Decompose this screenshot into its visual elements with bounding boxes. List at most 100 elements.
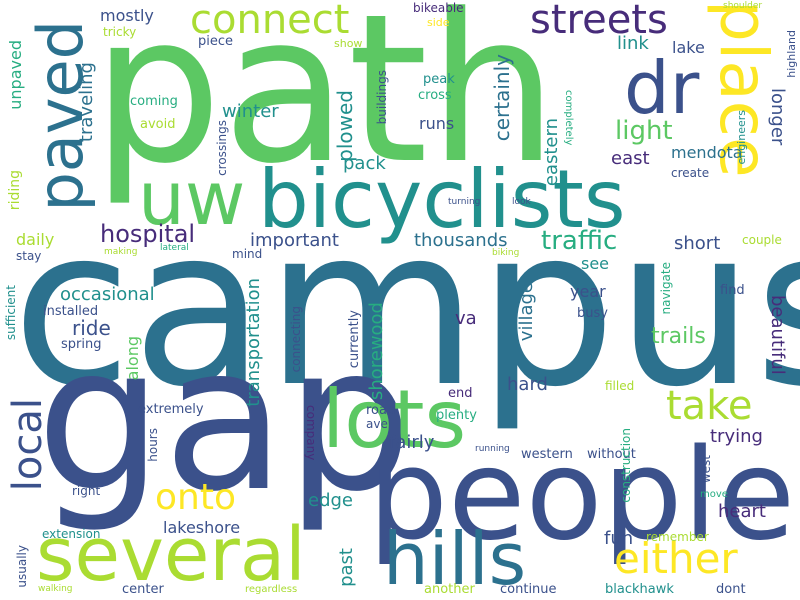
- word-runs: runs: [419, 114, 455, 133]
- word-transportation: transportation: [243, 278, 264, 407]
- word-light: light: [615, 116, 673, 146]
- word-edge: edge: [308, 490, 353, 511]
- word-hard: hard: [507, 374, 548, 395]
- word-western: western: [521, 447, 573, 462]
- word-continue: continue: [500, 582, 557, 597]
- word-east: east: [611, 148, 650, 169]
- word-unpaved: unpaved: [6, 40, 25, 110]
- word-running: running: [475, 444, 510, 454]
- word-dont: dont: [716, 582, 746, 597]
- word-engineers: engineers: [735, 110, 748, 165]
- word-campus: campus: [12, 182, 800, 435]
- word-bicyclists: bicyclists: [258, 153, 626, 246]
- word-blackhawk: blackhawk: [605, 582, 674, 597]
- word-mind: mind: [232, 247, 263, 261]
- word-buildings: buildings: [375, 70, 389, 125]
- word-year: year: [570, 282, 606, 301]
- word-traffic: traffic: [541, 226, 618, 256]
- word-remember: remember: [646, 530, 709, 544]
- word-connect: connect: [190, 0, 350, 43]
- word-plenty: plenty: [436, 408, 477, 423]
- word-biking: biking: [492, 248, 520, 258]
- word-path: path: [92, 0, 559, 209]
- word-navigate: navigate: [659, 262, 673, 315]
- word-past: past: [336, 548, 357, 587]
- word-regardless: regardless: [245, 584, 298, 595]
- word-ave: ave: [366, 417, 388, 431]
- word-coming: coming: [130, 94, 178, 109]
- word-create: create: [671, 166, 710, 180]
- word-currently: currently: [347, 310, 362, 369]
- word-hospital: hospital: [100, 220, 196, 248]
- word-side: side: [427, 16, 450, 29]
- word-show: show: [334, 37, 363, 50]
- word-piece: piece: [198, 34, 234, 49]
- word-tricky: tricky: [103, 25, 137, 39]
- word-find: find: [720, 283, 745, 298]
- word-bikeable: bikeable: [413, 1, 464, 15]
- word-heart: heart: [718, 501, 766, 522]
- word-without: without: [587, 447, 636, 462]
- word-company: company: [304, 405, 318, 461]
- word-people: people: [368, 421, 796, 568]
- word-turning: turning: [448, 197, 481, 207]
- word-cross: cross: [418, 88, 452, 103]
- word-winter: winter: [222, 101, 279, 122]
- word-see: see: [581, 254, 610, 273]
- word-connecting: connecting: [289, 306, 303, 373]
- word-dr: dr: [624, 46, 700, 130]
- word-mendota: mendota: [671, 143, 743, 162]
- word-fun: fun: [604, 528, 634, 549]
- word-trails: trails: [651, 324, 706, 349]
- word-trying: trying: [710, 426, 763, 447]
- word-daily: daily: [16, 230, 55, 249]
- word-eastern: eastern: [541, 118, 562, 187]
- word-longer: longer: [767, 88, 788, 146]
- word-lateral: lateral: [160, 243, 189, 253]
- word-completely: completely: [563, 90, 574, 146]
- word-stay: stay: [16, 249, 42, 263]
- word-extremely: extremely: [138, 402, 204, 417]
- word-va: va: [455, 308, 477, 329]
- word-place: place: [705, 0, 782, 178]
- word-look: look: [512, 197, 531, 207]
- word-extension: extension: [42, 527, 101, 541]
- word-right: right: [72, 484, 101, 498]
- word-riding: riding: [7, 170, 23, 211]
- word-important: important: [250, 230, 339, 251]
- word-mostly: mostly: [100, 6, 154, 25]
- word-onto: onto: [155, 477, 236, 518]
- word-certainly: certainly: [490, 54, 514, 142]
- word-pack: pack: [343, 153, 386, 174]
- word-link: link: [617, 33, 649, 54]
- word-move: move: [700, 489, 728, 500]
- word-plowed: plowed: [333, 90, 357, 162]
- word-fairly: fairly: [389, 432, 435, 453]
- word-local: local: [5, 398, 51, 492]
- word-another: another: [424, 582, 475, 597]
- word-installed: installed: [43, 304, 99, 319]
- word-lake: lake: [672, 38, 705, 57]
- word-crossings: crossings: [215, 120, 229, 176]
- word-beautiful: beautiful: [767, 295, 788, 375]
- word-along: along: [123, 336, 142, 381]
- word-peak: peak: [423, 72, 455, 87]
- word-lakeshore: lakeshore: [163, 518, 241, 537]
- word-streets: streets: [530, 0, 668, 43]
- word-usually: usually: [15, 545, 29, 588]
- word-take: take: [666, 383, 753, 429]
- word-lots: lots: [322, 373, 467, 466]
- word-walking: walking: [38, 584, 73, 594]
- word-busy: busy: [577, 306, 608, 321]
- word-highland: highland: [785, 30, 798, 78]
- word-shorewood: shorewood: [366, 302, 387, 401]
- word-west: west: [699, 455, 713, 484]
- word-spring: spring: [61, 337, 102, 352]
- word-thousands: thousands: [414, 230, 508, 251]
- word-couple: couple: [742, 233, 782, 247]
- word-occasional: occasional: [60, 284, 155, 305]
- word-avoid: avoid: [140, 117, 176, 132]
- word-traveling: traveling: [76, 62, 97, 143]
- word-end: end: [448, 386, 473, 401]
- word-center: center: [122, 582, 164, 597]
